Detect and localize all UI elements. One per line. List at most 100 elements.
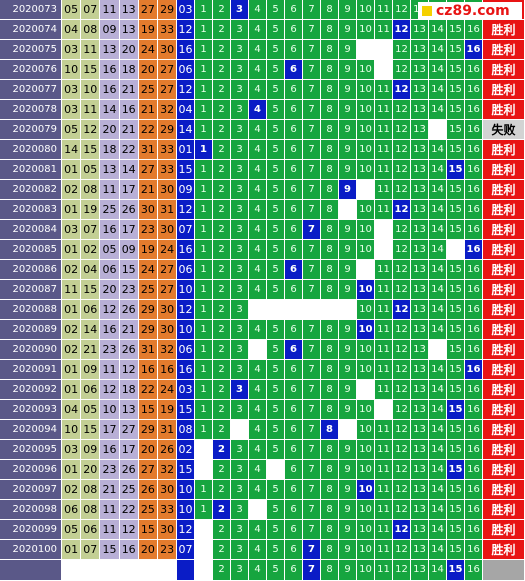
red-ball-cell: 24 [138,260,158,280]
red-ball-cell: 25 [138,280,158,300]
trend-grid-cell: 2 [213,400,231,420]
trend-grid-cell: 2 [213,40,231,60]
trend-grid-cell: 1 [195,420,213,440]
trend-grid-cell: 2 [213,120,231,140]
trend-grid-cell: 14 [429,560,447,581]
trend-grid-cell: 6 [285,160,303,180]
trend-hit-cell: 15 [447,560,465,581]
trend-grid-cell: 4 [249,80,267,100]
red-ball-cell: 21 [119,320,139,340]
trend-grid-cell: 15 [447,140,465,160]
trend-grid-cell: 7 [303,160,321,180]
trend-grid-cell: 13 [411,40,429,60]
red-ball-cell: 23 [138,220,158,240]
site-logo[interactable]: cz89.com [418,2,522,20]
trend-grid-cell: 2 [213,300,231,320]
trend-empty-cell: 3 [231,420,249,440]
trend-grid-cell: 12 [393,40,411,60]
trend-grid-cell: 7 [303,400,321,420]
result-win-badge: 胜利 [483,520,525,540]
trend-grid-cell: 2 [213,380,231,400]
trend-grid-cell: 5 [267,340,285,360]
trend-empty-cell: 1 [195,540,213,560]
red-ball-cell: 10 [81,80,101,100]
red-ball-cell: 13 [119,0,139,20]
red-ball-cell: 20 [138,440,158,460]
trend-grid-cell: 15 [447,20,465,40]
trend-grid-cell: 5 [267,120,285,140]
red-ball-cell: 24 [138,40,158,60]
result-win-badge: 胜利 [483,360,525,380]
trend-grid-cell: 4 [249,160,267,180]
trend-grid-cell: 2 [213,0,231,20]
trend-grid-cell: 8 [321,500,339,520]
trend-grid-cell: 1 [195,240,213,260]
trend-grid-cell: 13 [411,160,429,180]
red-ball-cell: 02 [62,340,82,360]
trend-grid-cell: 2 [213,360,231,380]
trend-grid-cell: 9 [339,560,357,581]
result-win-badge: 胜利 [483,200,525,220]
trend-grid-cell: 15 [447,340,465,360]
blue-ball-cell: 12 [177,300,195,320]
red-ball-cell: 13 [119,20,139,40]
trend-grid-cell: 16 [465,400,483,420]
trend-grid-cell: 3 [231,560,249,581]
trend-grid-cell: 1 [195,40,213,60]
issue-number: 2020087 [0,280,62,300]
trend-grid-cell: 9 [339,400,357,420]
red-ball-cell: 17 [119,180,139,200]
trend-grid-cell: 12 [393,340,411,360]
trend-grid-cell: 11 [375,520,393,540]
trend-grid-cell: 16 [465,320,483,340]
trend-grid-cell: 3 [231,540,249,560]
trend-grid-cell: 5 [267,520,285,540]
trend-grid-cell: 1 [195,60,213,80]
red-ball-cell: 25 [138,80,158,100]
blue-ball-cell: 07 [177,220,195,240]
trend-grid-cell: 6 [285,80,303,100]
trend-grid-cell: 11 [375,460,393,480]
trend-empty-cell: 10 [357,380,375,400]
trend-grid-cell: 6 [285,100,303,120]
trend-hit-cell: 12 [393,200,411,220]
red-ball-cell: 29 [158,0,178,20]
red-ball-cell: 03 [62,40,82,60]
trend-grid-cell: 3 [231,320,249,340]
trend-grid-cell: 1 [195,80,213,100]
trend-hit-cell: 16 [465,360,483,380]
trend-grid-cell: 13 [411,400,429,420]
red-ball-cell: 01 [62,360,82,380]
trend-grid-cell: 11 [375,100,393,120]
trend-grid-cell: 3 [231,100,249,120]
issue-number: 2020086 [0,260,62,280]
trend-hit-cell: 15 [447,460,465,480]
red-ball-cell: 05 [62,120,82,140]
trend-grid-cell: 9 [339,440,357,460]
trend-grid-cell: 11 [375,80,393,100]
red-ball-cell: 05 [81,160,101,180]
red-ball-cell: 01 [62,300,82,320]
red-ball-cell: 10 [100,400,120,420]
trend-grid-cell: 13 [411,20,429,40]
trend-grid-cell: 14 [429,300,447,320]
trend-grid-cell: 1 [195,100,213,120]
trend-grid-cell: 10 [357,520,375,540]
trend-grid-cell: 12 [393,380,411,400]
red-ball-cell: 26 [138,480,158,500]
red-ball-cell: 18 [119,380,139,400]
trend-grid-cell: 8 [321,520,339,540]
red-ball-cell: 30 [158,520,178,540]
trend-grid-cell: 9 [339,240,357,260]
trend-grid-cell: 14 [429,500,447,520]
red-ball-cell: 04 [62,400,82,420]
red-ball-cell: 07 [81,0,101,20]
result-win-badge: 胜利 [483,480,525,500]
result-win-badge: 胜利 [483,40,525,60]
trend-grid-cell: 7 [303,420,321,440]
trend-grid-cell: 13 [411,560,429,581]
trend-empty-cell: 11 [375,60,393,80]
issue-number: 2020076 [0,60,62,80]
blue-ball-cell: 12 [177,80,195,100]
trend-grid-cell: 9 [339,460,357,480]
